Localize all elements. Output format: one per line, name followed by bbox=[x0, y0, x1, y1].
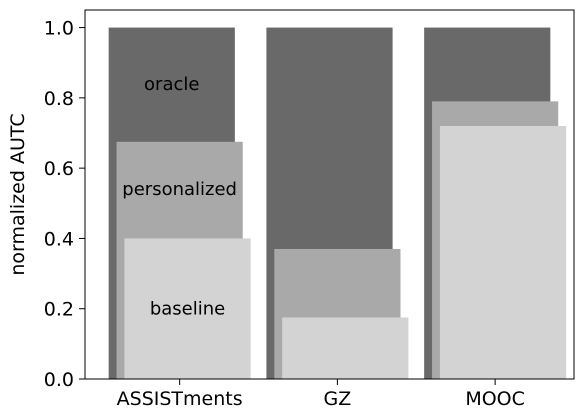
plot-frame bbox=[84, 9, 575, 380]
y-tick-label: 1.0 bbox=[44, 18, 74, 40]
bar-baseline-mooc bbox=[439, 125, 567, 379]
annotation-baseline: baseline bbox=[150, 299, 225, 320]
x-tick-label-mooc: MOOC bbox=[465, 388, 525, 410]
bar-baseline-gz bbox=[282, 317, 409, 379]
annotation-personalized: personalized bbox=[122, 179, 237, 200]
x-tick-label-gz: GZ bbox=[324, 388, 352, 410]
annotation-oracle: oracle bbox=[144, 74, 199, 95]
bars-layer bbox=[108, 27, 567, 379]
y-tick-label: 0.6 bbox=[44, 158, 74, 180]
y-tick-label: 0.2 bbox=[44, 299, 74, 321]
y-axis-label: normalized AUTC bbox=[7, 113, 29, 275]
x-axis: ASSISTments GZ MOOC bbox=[117, 379, 525, 410]
x-tick-label-assistments: ASSISTments bbox=[117, 388, 243, 410]
y-tick-label: 0.8 bbox=[44, 88, 74, 110]
y-tick-label: 0.0 bbox=[44, 369, 74, 391]
bar-baseline-assistments bbox=[124, 238, 251, 379]
y-axis: 0.0 0.2 0.4 0.6 0.8 1.0 bbox=[44, 18, 85, 391]
y-tick-label: 0.4 bbox=[44, 228, 74, 250]
annotations-layer: oracle personalized baseline bbox=[122, 74, 237, 320]
